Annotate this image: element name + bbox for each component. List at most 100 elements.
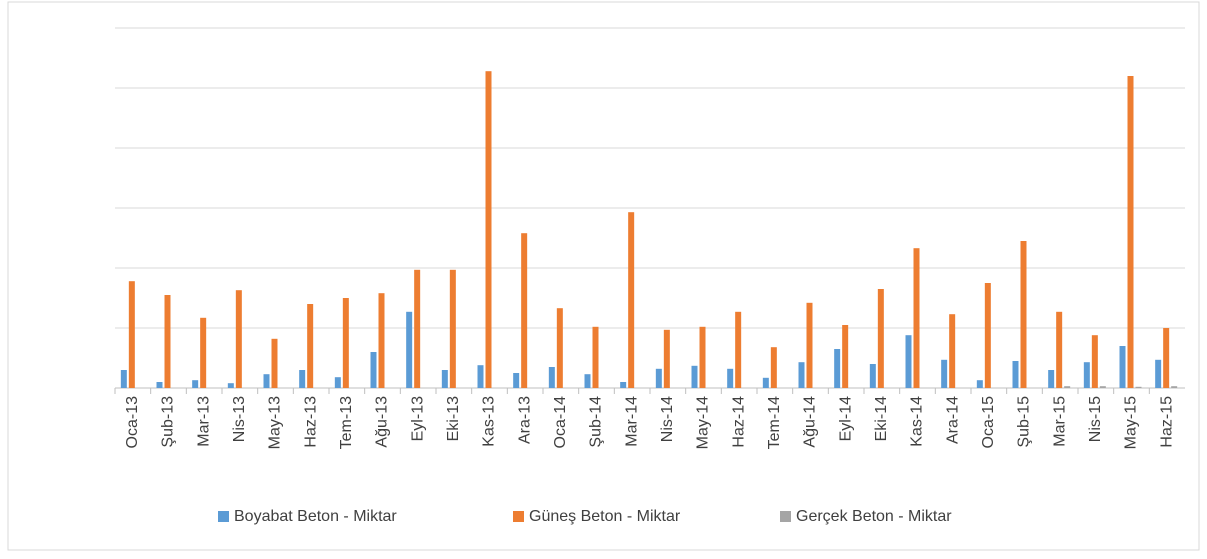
- bar: [628, 212, 635, 388]
- x-tick-label: Ağu-14: [802, 396, 819, 448]
- bar: [235, 290, 242, 388]
- x-tick-label: Ağu-13: [374, 396, 391, 448]
- bar: [1163, 328, 1170, 388]
- bar: [414, 269, 421, 388]
- bar: [584, 374, 591, 388]
- bar: [1135, 386, 1142, 388]
- bar: [521, 233, 528, 388]
- bar: [735, 311, 742, 388]
- bar: [156, 382, 163, 388]
- bar: [727, 368, 734, 388]
- bar: [299, 370, 306, 388]
- x-tick-label: Tem-13: [338, 396, 355, 449]
- bar: [984, 283, 991, 388]
- bar: [477, 365, 484, 388]
- x-tick-label: May-15: [1123, 396, 1140, 449]
- bar: [1083, 362, 1090, 388]
- bar: [834, 349, 841, 388]
- bar: [513, 373, 520, 388]
- bar: [227, 383, 234, 388]
- bar: [798, 362, 805, 388]
- bar: [842, 325, 849, 388]
- bar: [370, 352, 377, 388]
- x-tick-label: May-14: [695, 396, 712, 449]
- x-tick-label: Şub-14: [588, 396, 605, 448]
- x-tick-label: Eki-13: [445, 396, 462, 441]
- bar: [770, 347, 777, 388]
- bar: [592, 326, 599, 388]
- bar: [1012, 361, 1019, 388]
- x-tick-label: Şub-15: [1016, 396, 1033, 448]
- bar: [485, 71, 492, 388]
- bar: [1155, 359, 1162, 388]
- bar: [342, 298, 349, 388]
- legend-swatch: [513, 511, 524, 522]
- x-tick-label: Nis-13: [231, 396, 248, 442]
- x-tick-label: Eyl-13: [409, 396, 426, 441]
- bar: [905, 335, 912, 388]
- bar: [271, 338, 278, 388]
- bar: [949, 314, 956, 388]
- bar: [1099, 386, 1106, 388]
- bar: [334, 377, 341, 388]
- bar: [128, 281, 135, 388]
- bar: [620, 382, 627, 388]
- legend-swatch: [780, 511, 791, 522]
- legend-swatch: [218, 511, 229, 522]
- x-tick-label: May-13: [267, 396, 284, 449]
- bar: [877, 289, 884, 388]
- legend-label: Boyabat Beton - Miktar: [234, 508, 397, 525]
- bar: [1171, 386, 1178, 388]
- bar: [941, 359, 948, 388]
- x-tick-label: Nis-14: [659, 396, 676, 442]
- bar: [1048, 370, 1055, 388]
- x-tick-label: Ara-13: [516, 396, 533, 444]
- x-tick-label: Kas-14: [909, 396, 926, 447]
- bar: [869, 364, 876, 388]
- x-tick-label: Eyl-14: [837, 396, 854, 441]
- bar: [1119, 346, 1126, 388]
- x-tick-label: Ara-14: [944, 396, 961, 444]
- x-tick-label: Oca-15: [980, 396, 997, 449]
- chart-frame: [7, 1, 1200, 551]
- bar: [1064, 386, 1071, 388]
- bar: [976, 380, 983, 388]
- x-tick-label: Nis-15: [1087, 396, 1104, 442]
- bar: [1091, 335, 1098, 388]
- bar: [449, 269, 456, 388]
- x-tick-label: Eki-14: [873, 396, 890, 441]
- x-tick-label: Mar-13: [195, 396, 212, 447]
- bar: [406, 311, 413, 388]
- x-tick-label: Haz-13: [302, 396, 319, 448]
- bar: [806, 302, 813, 388]
- x-tick-label: Haz-14: [730, 396, 747, 448]
- x-tick-label: Tem-14: [766, 396, 783, 449]
- bar: [691, 365, 698, 388]
- bar: [1020, 241, 1027, 388]
- x-tick-label: Haz-15: [1158, 396, 1175, 448]
- bar: [699, 326, 706, 388]
- bar: [663, 329, 670, 388]
- bar: [548, 367, 555, 388]
- bar: [192, 380, 199, 388]
- bar: [378, 293, 385, 388]
- bar: [200, 317, 207, 388]
- bar: [441, 370, 448, 388]
- bar: [762, 377, 769, 388]
- bar: [120, 370, 127, 388]
- bar: [913, 248, 920, 388]
- x-tick-label: Oca-13: [124, 396, 141, 449]
- legend-label: Gerçek Beton - Miktar: [796, 508, 952, 525]
- x-tick-label: Şub-13: [160, 396, 177, 448]
- bar: [263, 374, 270, 388]
- x-tick-label: Kas-13: [481, 396, 498, 447]
- x-tick-label: Mar-14: [623, 396, 640, 447]
- bar: [1056, 311, 1063, 388]
- bar: [655, 368, 662, 388]
- bar: [1127, 76, 1134, 388]
- bar: [164, 295, 171, 388]
- bar: [556, 308, 563, 388]
- x-tick-label: Mar-15: [1051, 396, 1068, 447]
- x-tick-label: Oca-14: [552, 396, 569, 449]
